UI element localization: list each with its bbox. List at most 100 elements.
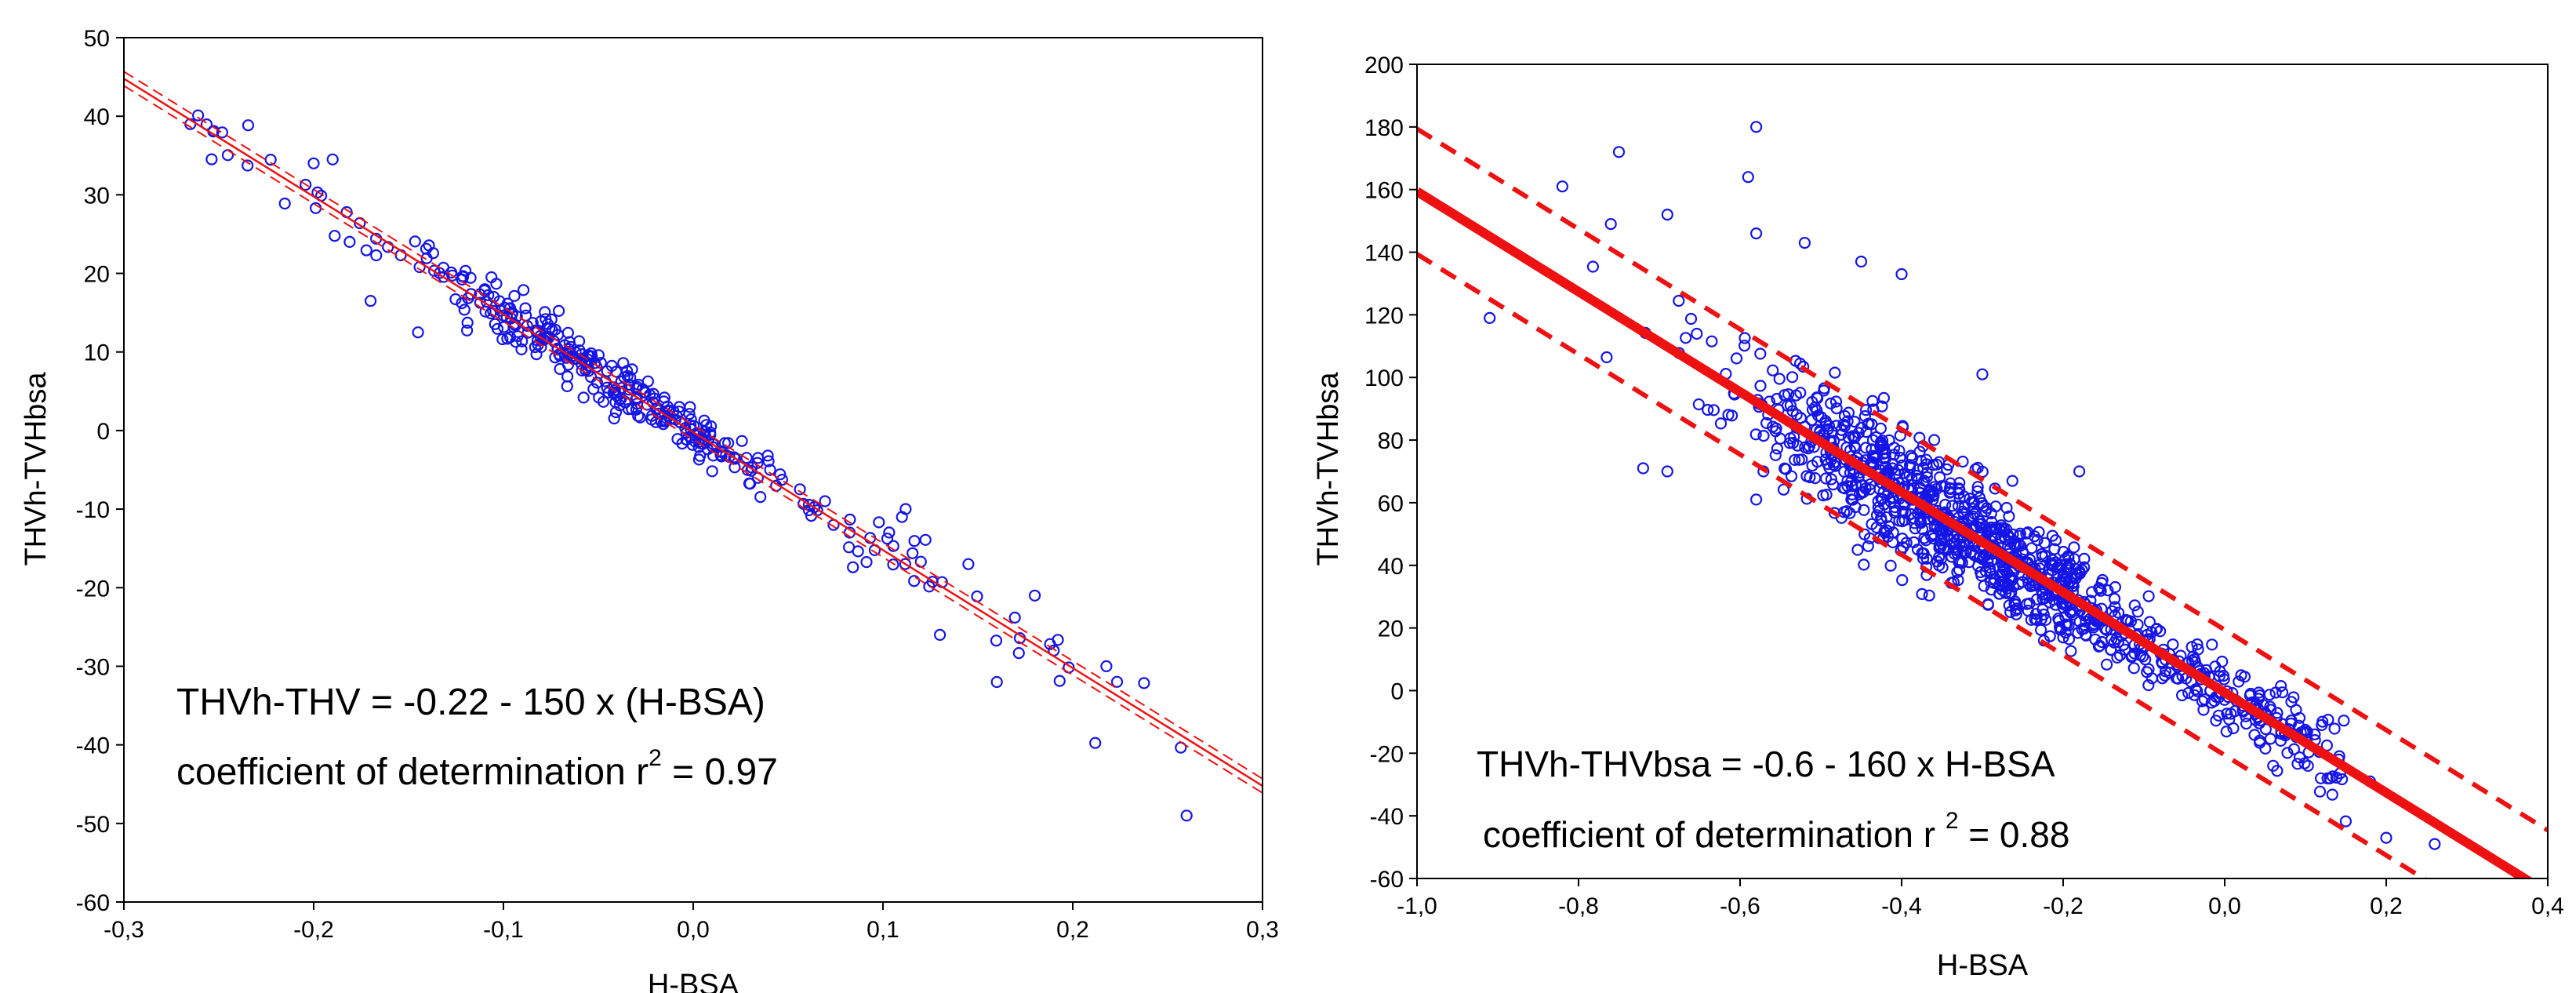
data-point: [2220, 725, 2233, 738]
data-point: [1914, 516, 1927, 529]
data-point: [2109, 580, 2121, 594]
data-point: [1965, 546, 1978, 558]
data-point: [1953, 556, 1965, 569]
data-point: [2142, 590, 2155, 602]
data-point: [2281, 747, 2294, 759]
data-point: [278, 197, 291, 210]
data-point: [2040, 613, 2052, 626]
data-point: [329, 230, 341, 242]
data-point: [1952, 573, 1964, 587]
data-point: [1862, 540, 1874, 552]
data-point: [609, 396, 622, 409]
data-point: [776, 473, 789, 486]
data-point: [852, 545, 864, 558]
data-point: [1757, 429, 1770, 442]
data-point: [2338, 715, 2350, 727]
x-axis-label-left: H-BSA: [648, 969, 739, 993]
data-point: [2065, 645, 2077, 657]
data-point-outlier: [1750, 493, 1763, 506]
data-point: [2301, 726, 2313, 738]
data-point: [2057, 602, 2069, 614]
data-point: [2112, 635, 2124, 649]
data-point: [2176, 689, 2189, 702]
data-point: [2022, 604, 2034, 617]
data-point: [698, 414, 710, 427]
data-point: [699, 425, 711, 438]
data-point-outlier: [990, 675, 1003, 689]
data-point: [264, 154, 277, 166]
y-tick-label: 30: [84, 183, 110, 209]
data-point-outlier: [2267, 759, 2280, 772]
data-point: [1819, 416, 1832, 430]
data-point: [1967, 510, 1979, 523]
r-squared-superscript-right: 2: [1946, 808, 1959, 834]
data-point-outlier: [1750, 227, 1763, 240]
data-point: [630, 403, 643, 416]
data-point: [1996, 576, 2009, 588]
data-point: [2049, 598, 2062, 611]
data-point: [1924, 489, 1936, 501]
data-point-outlier: [1895, 267, 1908, 281]
data-point: [1928, 434, 1941, 446]
data-point: [1849, 442, 1862, 454]
data-point: [2291, 758, 2304, 770]
data-point: [409, 235, 421, 248]
data-point: [1823, 461, 1836, 475]
y-tick-label: 120: [1364, 303, 1404, 329]
data-point: [2095, 635, 2109, 649]
data-point: [1777, 483, 1790, 496]
data-point: [1110, 675, 1124, 688]
data-point: [2022, 526, 2034, 539]
data-point: [1008, 611, 1021, 624]
data-point: [1976, 465, 1989, 478]
data-point: [1935, 552, 1947, 566]
data-point: [1998, 563, 2011, 577]
data-point: [1998, 530, 2011, 543]
data-point: [2142, 678, 2155, 692]
y-tick-label: 180: [1364, 115, 1404, 141]
data-point: [1847, 493, 1859, 506]
data-point: [535, 315, 547, 328]
data-point: [569, 346, 582, 358]
r-squared-text-right: coefficient of determination r: [1483, 814, 1946, 855]
data-point: [1714, 417, 1728, 430]
data-point: [2240, 717, 2253, 730]
data-point: [2113, 606, 2125, 619]
data-point: [2050, 534, 2062, 547]
data-point: [1971, 485, 1984, 497]
data-point: [1953, 476, 1966, 489]
y-tick-label: -30: [76, 654, 110, 680]
data-point: [577, 391, 590, 404]
data-point: [2275, 679, 2287, 693]
data-point-outlier: [1750, 121, 1763, 133]
data-point: [1875, 511, 1887, 525]
data-point: [2080, 628, 2092, 641]
x-tick-label: -0,8: [1558, 893, 1599, 919]
data-point: [1874, 422, 1887, 435]
data-point: [2330, 771, 2343, 784]
data-point: [2313, 785, 2327, 798]
data-point: [1862, 417, 1874, 431]
data-point: [1925, 529, 1938, 543]
y-tick-label: 140: [1364, 241, 1404, 267]
data-point: [683, 408, 696, 420]
data-point: [2328, 722, 2341, 735]
data-point: [764, 464, 776, 476]
data-point: [2111, 651, 2124, 664]
data-point: [2125, 650, 2138, 664]
data-point-outlier: [1484, 311, 1496, 324]
r-squared-value-right: = 0.88: [1959, 814, 2070, 855]
data-point: [1982, 553, 1994, 566]
regression-lines-left: [124, 71, 1263, 794]
data-point-outlier: [326, 153, 339, 166]
data-point: [1012, 646, 1025, 660]
data-point: [2039, 549, 2051, 562]
data-point: [2264, 700, 2276, 713]
data-point: [1892, 464, 1905, 476]
data-point: [554, 362, 566, 375]
data-point: [754, 490, 767, 504]
data-point: [561, 380, 573, 392]
data-point: [2240, 710, 2252, 722]
data-point: [762, 455, 775, 467]
